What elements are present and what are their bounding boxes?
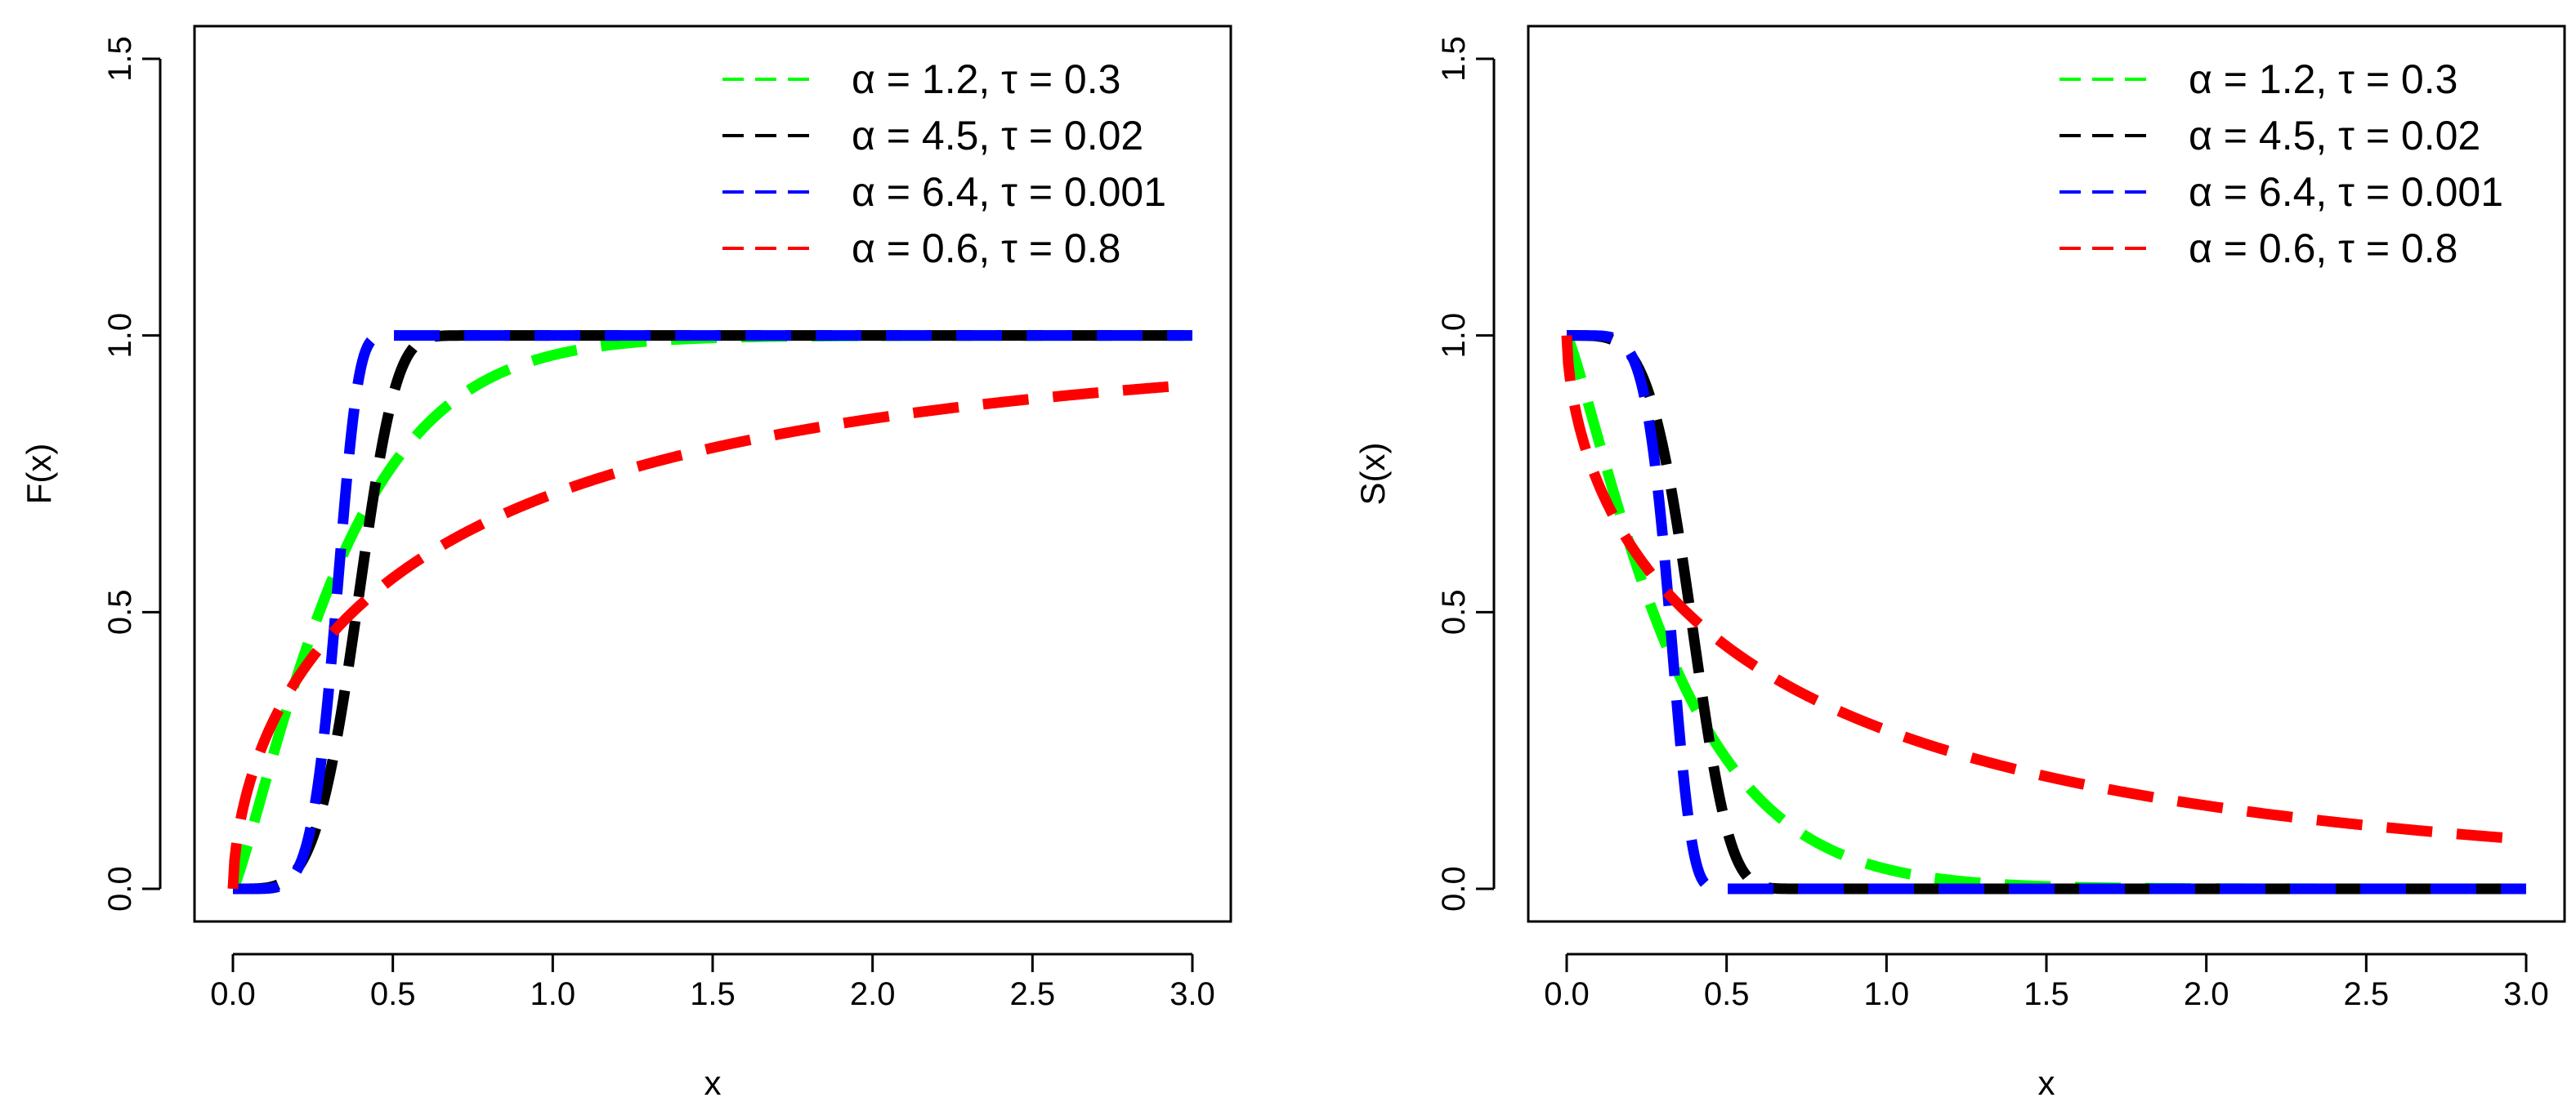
series-line-3 xyxy=(229,330,1196,895)
y-tick-label: 1.5 xyxy=(102,36,138,82)
legend: α = 1.2, τ = 0.3 α = 4.5, τ = 0.02 α = 6.4… xyxy=(2059,56,2503,271)
x-tick-label: 0.5 xyxy=(1704,976,1750,1012)
y-axis-title: F(x) xyxy=(20,444,58,505)
x-tick-label: 0.5 xyxy=(370,976,416,1012)
legend-label: α = 1.2, τ = 0.3 xyxy=(2189,56,2457,102)
cdf-panel: 0.0 0.5 1.0 1.5 2.0 2.5 3.0 x 0.0 0.5 1.0 1.5 F(x) α … xyxy=(20,25,1232,1102)
y-axis-title: S(x) xyxy=(1353,443,1392,506)
legend-label: α = 4.5, τ = 0.02 xyxy=(852,113,1143,158)
x-tick-label: 1.5 xyxy=(2024,976,2069,1012)
legend-label: α = 6.4, τ = 0.001 xyxy=(2189,169,2503,215)
y-tick-label: 0.5 xyxy=(102,590,138,636)
legend-label: α = 4.5, τ = 0.02 xyxy=(2189,113,2480,158)
legend-label: α = 0.6, τ = 0.8 xyxy=(852,225,1120,271)
x-tick-label: 2.5 xyxy=(2344,976,2390,1012)
y-tick-label: 1.0 xyxy=(1436,313,1472,359)
legend-label: α = 6.4, τ = 0.001 xyxy=(852,169,1166,215)
y-tick-label: 0.0 xyxy=(1436,866,1472,912)
x-tick-label: 2.5 xyxy=(1010,976,1056,1012)
legend: α = 1.2, τ = 0.3 α = 4.5, τ = 0.02 α = 6.4… xyxy=(722,56,1166,271)
x-tick-label: 0.0 xyxy=(1544,976,1590,1012)
y-tick-label: 1.0 xyxy=(102,313,138,359)
y-tick-label: 0.5 xyxy=(1436,590,1472,636)
plot-frame xyxy=(193,25,1232,923)
x-tick-label: 3.0 xyxy=(2503,976,2549,1012)
series-line-3 xyxy=(1563,330,2530,895)
series-line-4 xyxy=(1561,335,2530,846)
x-tick-label: 0.0 xyxy=(210,976,256,1012)
plot-frame xyxy=(1527,25,2566,923)
y-tick-label: 1.5 xyxy=(1436,36,1472,82)
legend-label: α = 1.2, τ = 0.3 xyxy=(852,56,1120,102)
survival-panel: 0.0 0.5 1.0 1.5 2.0 2.5 3.0 x 0.0 0.5 1.0 1.5 S(x) α … xyxy=(1353,25,2566,1102)
x-tick-label: 1.0 xyxy=(530,976,576,1012)
x-tick-label: 1.5 xyxy=(690,976,736,1012)
x-tick-label: 1.0 xyxy=(1864,976,1910,1012)
legend-label: α = 0.6, τ = 0.8 xyxy=(2189,225,2457,271)
x-axis-title: x xyxy=(2038,1064,2055,1102)
series-line-4 xyxy=(227,379,1196,890)
x-axis-title: x xyxy=(704,1064,722,1102)
y-tick-label: 0.0 xyxy=(102,866,138,912)
x-tick-label: 2.0 xyxy=(850,976,896,1012)
x-tick-label: 2.0 xyxy=(2184,976,2229,1012)
x-tick-label: 3.0 xyxy=(1169,976,1215,1012)
